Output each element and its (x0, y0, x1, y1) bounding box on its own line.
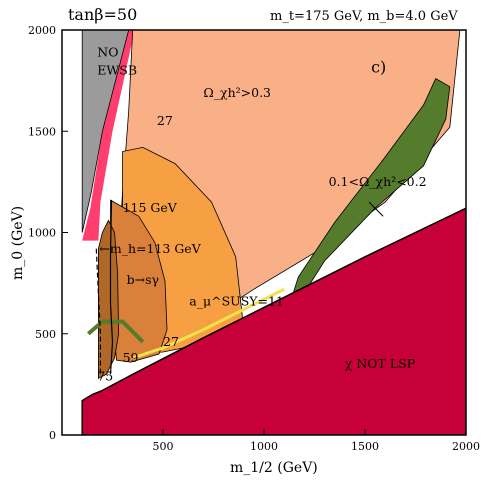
y-tick-label: 500 (35, 328, 56, 341)
y-axis-label: m_0 (GeV) (10, 206, 26, 280)
region-label-9: 59 (123, 350, 139, 365)
region-layer (62, 30, 466, 435)
region-label-6: b→sγ (127, 272, 159, 287)
region-label-0: NO (97, 44, 118, 59)
region-higgs (98, 219, 120, 379)
chart-title-right: m_t=175 GeV, m_b=4.0 GeV (270, 9, 458, 24)
y-tick-label: 2000 (28, 24, 56, 37)
y-tick-label: 1000 (28, 227, 56, 240)
region-label-3: 27 (157, 113, 173, 128)
pink-band (82, 30, 135, 241)
contour-0 (109, 200, 114, 375)
region-label-2: Ω_χh²>0.3 (203, 85, 271, 100)
contour-1 (95, 248, 102, 375)
region-relic-favored (281, 78, 451, 328)
x-tick-label: 2000 (452, 440, 480, 453)
region-label-11: 0.1<Ω_χh²<0.2 (329, 174, 427, 189)
chart-title-left: tanβ=50 (68, 5, 137, 24)
region-label-12: χ NOT LSP (345, 356, 415, 371)
x-tick-label: 1500 (351, 440, 379, 453)
region-label-5: ←m_h=113 GeV (99, 241, 201, 256)
x-axis-ticks: 500 1000 1500 2000 (153, 429, 480, 453)
x-tick-label: 500 (153, 440, 174, 453)
region-label-7: a_μ^SUSY=11 (189, 293, 284, 308)
green-strip (86, 319, 145, 344)
y-tick-label: 0 (49, 429, 56, 442)
y-axis-ticks: 0 500 1000 1500 2000 (28, 24, 68, 442)
region-label-13: c) (371, 58, 386, 77)
contour-layer (95, 200, 114, 375)
region-no-ewsb (81, 30, 130, 233)
yellow-edge (132, 287, 285, 360)
region-label-1: EWSB (97, 63, 137, 78)
region-label-layer: NO EWSB Ω_χh²>0.3 27 115 GeV ←m_h=113 GeV b→sγ… (97, 44, 426, 383)
x-axis-label: m_1/2 (GeV) (230, 460, 318, 476)
y-tick-label: 1500 (28, 125, 56, 138)
x-tick-label: 1000 (250, 440, 278, 453)
region-label-4: 115 GeV (123, 200, 178, 215)
favored-arrow (368, 201, 384, 217)
region-label-10: 75 (97, 368, 113, 383)
region-label-8: 27 (163, 334, 179, 349)
region-excluded-lsp (81, 207, 466, 435)
